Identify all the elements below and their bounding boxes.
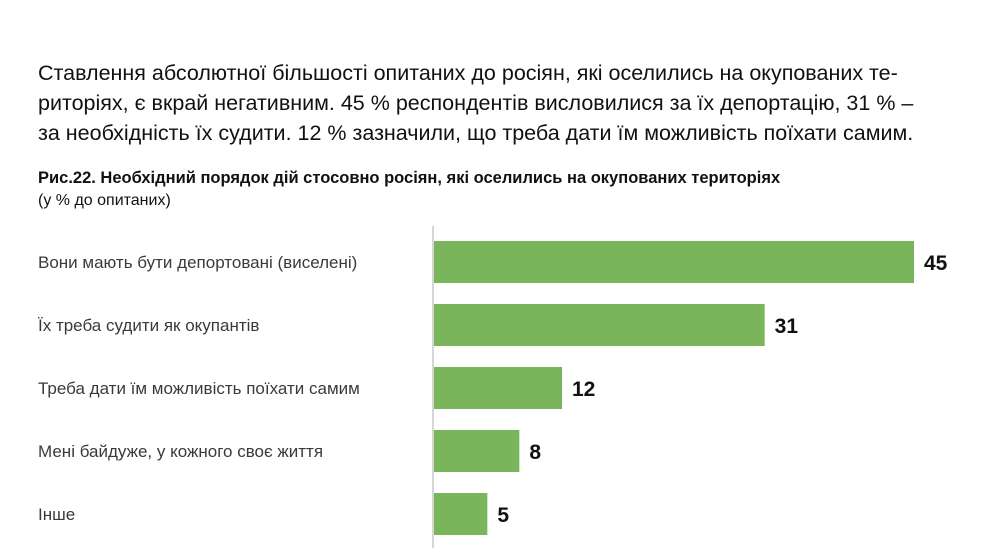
intro-line-3: за необхідність їх судити. 12 % зазначил… (38, 121, 914, 145)
bar (434, 304, 765, 346)
chart-title: Рис.22. Необхідний порядок дій стосовно … (38, 169, 781, 187)
intro-line-1: Ставлення абсолютної більшості опитаних … (38, 61, 898, 85)
category-label: Їх треба судити як окупантів (38, 316, 259, 335)
bar (434, 367, 562, 409)
intro-line-2: риторіях, є вкрай негативним. 45 % респо… (38, 91, 914, 115)
category-label: Треба дати їм можливість поїхати самим (38, 379, 360, 398)
category-label: Вони мають бути депортовані (виселені) (38, 253, 357, 272)
category-label: Мені байдуже, у кожного своє життя (38, 442, 323, 461)
chart-subtitle: (у % до опитаних) (38, 192, 171, 209)
category-label: Інше (38, 505, 75, 524)
bar (434, 493, 488, 535)
bar (434, 430, 520, 472)
bar (434, 241, 914, 283)
value-label: 8 (529, 441, 541, 464)
intro-paragraph: Ставлення абсолютної більшості опитаних … (38, 58, 968, 148)
value-label: 31 (775, 315, 799, 338)
value-label: 5 (497, 504, 509, 527)
value-label: 12 (572, 378, 595, 401)
value-label: 45 (924, 252, 948, 275)
